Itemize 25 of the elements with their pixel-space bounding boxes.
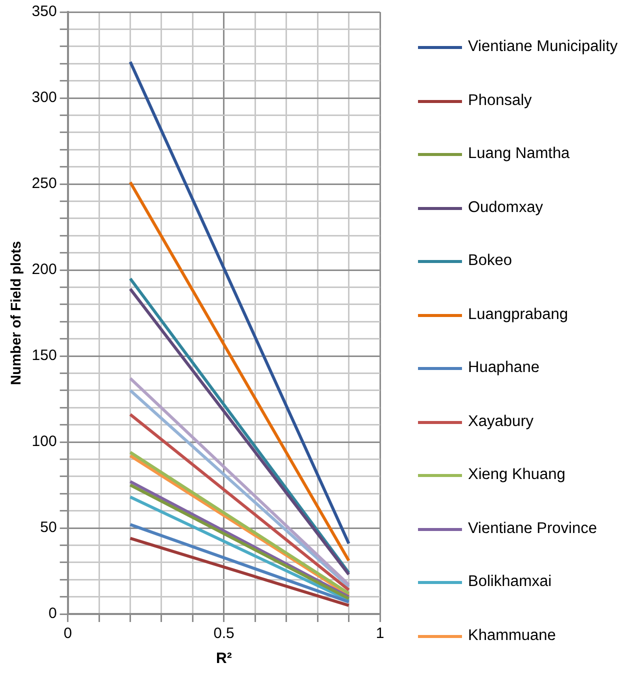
legend-label: Bolikhamxai [468, 573, 552, 591]
x-tick-label: 0.5 [213, 625, 234, 642]
y-tick-label: 150 [32, 347, 57, 364]
x-axis-title: R² [216, 650, 232, 668]
y-tick-label: 300 [32, 89, 57, 106]
y-tick-label: 0 [48, 605, 57, 622]
legend-label: Xieng Khuang [468, 466, 566, 484]
legend-label: Luang Namtha [468, 145, 570, 163]
legend-label: Luangprabang [468, 306, 568, 324]
y-tick-label: 250 [32, 175, 57, 192]
legend-label: Bokeo [468, 252, 512, 270]
y-tick-label: 100 [32, 433, 57, 450]
legend-label: Vientiane Province [468, 520, 597, 538]
x-tick-label: 1 [376, 625, 384, 642]
legend-label: Huaphane [468, 359, 540, 377]
y-axis-title: Number of Field plots [7, 240, 24, 385]
legend-label: Phonsaly [468, 92, 532, 110]
x-tick-label: 0 [64, 625, 72, 642]
y-tick-label: 200 [32, 261, 57, 278]
legend-label: Khammuane [468, 626, 556, 644]
legend-label: Vientiane Municipality [468, 38, 618, 56]
legend-label: Oudomxay [468, 198, 543, 216]
y-tick-label: 50 [40, 519, 57, 536]
y-tick-label: 350 [32, 3, 57, 20]
legend-label: Xayabury [468, 412, 534, 430]
